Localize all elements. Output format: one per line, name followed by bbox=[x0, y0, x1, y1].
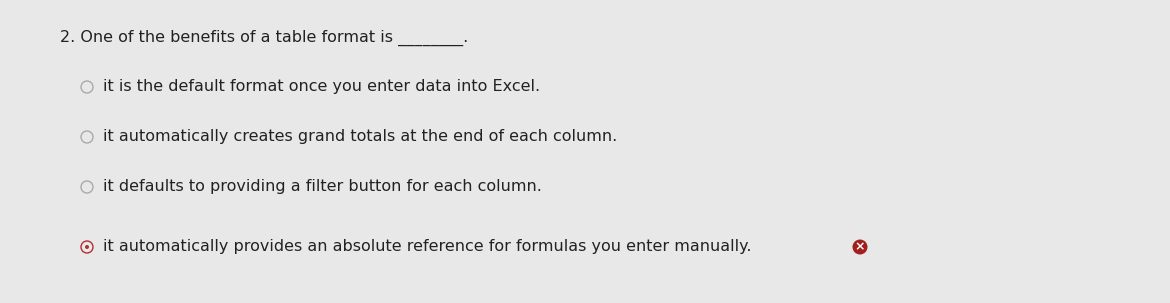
Text: 2. One of the benefits of a table format is ________.: 2. One of the benefits of a table format… bbox=[60, 30, 468, 46]
Ellipse shape bbox=[853, 239, 867, 255]
Text: it defaults to providing a filter button for each column.: it defaults to providing a filter button… bbox=[103, 179, 542, 195]
Text: it automatically creates grand totals at the end of each column.: it automatically creates grand totals at… bbox=[103, 129, 618, 145]
Text: ×: × bbox=[855, 241, 866, 254]
Ellipse shape bbox=[85, 245, 89, 249]
Text: it automatically provides an absolute reference for formulas you enter manually.: it automatically provides an absolute re… bbox=[103, 239, 751, 255]
Text: it is the default format once you enter data into Excel.: it is the default format once you enter … bbox=[103, 79, 541, 95]
